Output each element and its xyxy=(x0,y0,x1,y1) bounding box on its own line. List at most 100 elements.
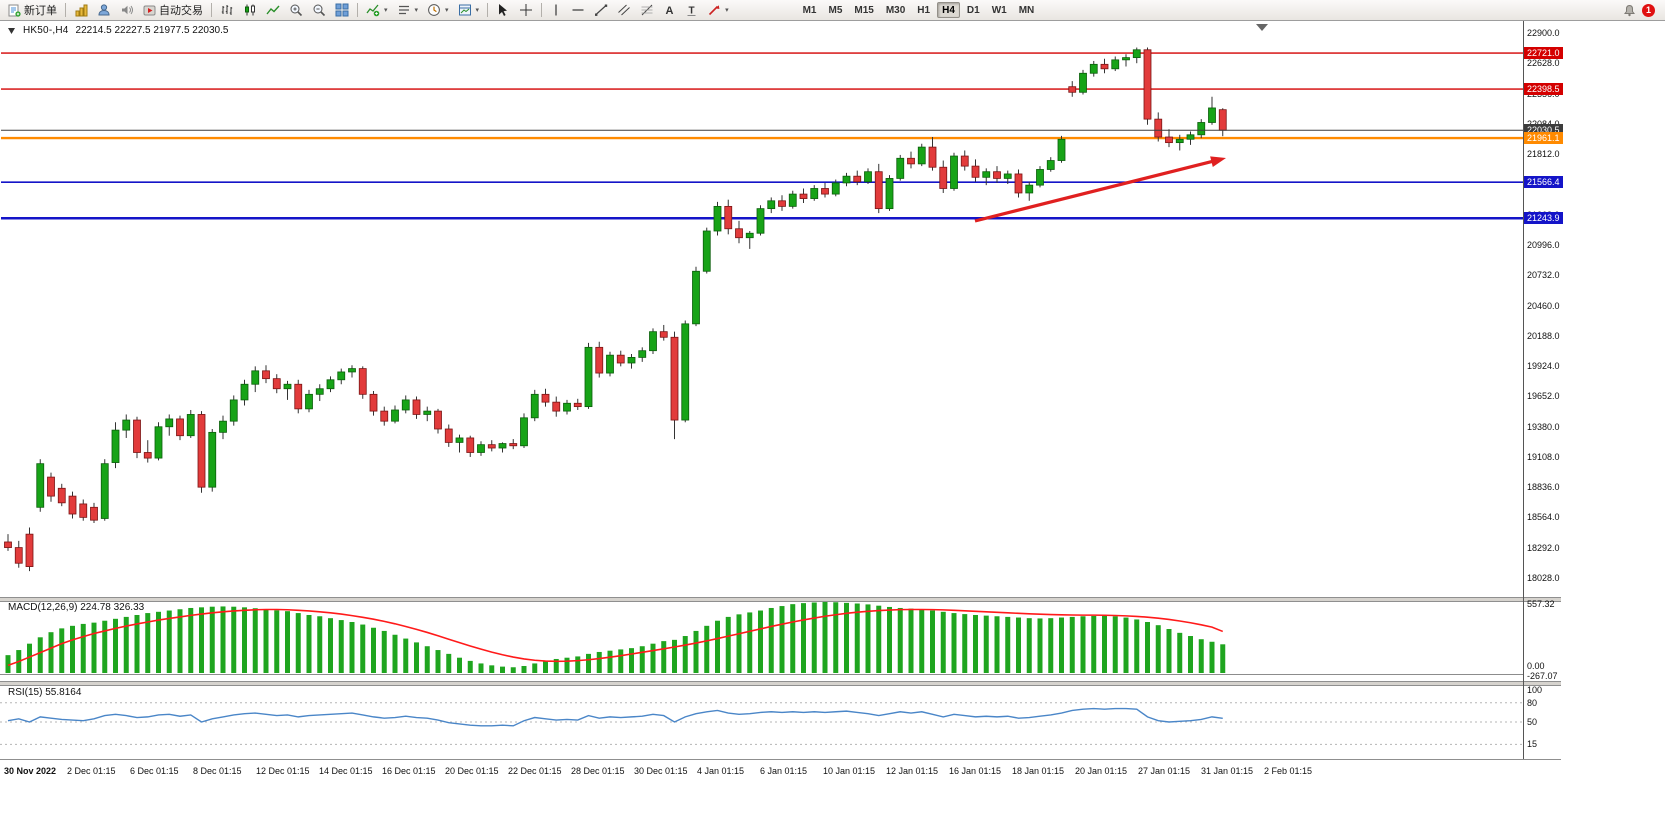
macd-histogram-bar xyxy=(1059,617,1064,673)
candle-body xyxy=(208,431,217,488)
indicator-list-button[interactable]: ▾ xyxy=(393,1,423,19)
candlestick-type-button[interactable] xyxy=(239,1,261,19)
candle-body xyxy=(262,370,270,380)
candle-body xyxy=(638,350,647,358)
chart-shift-marker[interactable] xyxy=(1256,24,1268,31)
rsi-panel-splitter[interactable] xyxy=(0,681,1561,686)
macd-histogram-bar xyxy=(102,620,108,673)
macd-axis-label: 557.32 xyxy=(1527,599,1555,609)
candle-body xyxy=(466,437,475,453)
timeframe-m15-button[interactable]: M15 xyxy=(854,4,874,16)
timeframe-mn-button[interactable]: MN xyxy=(1018,4,1035,16)
text-tool-button[interactable]: A xyxy=(659,1,680,19)
cursor-tool-button[interactable] xyxy=(492,1,514,19)
new-order-button[interactable]: 新订单 xyxy=(4,1,61,19)
macd-histogram-bar xyxy=(1209,641,1215,673)
templates-button[interactable]: ▾ xyxy=(454,1,484,19)
indicators-button[interactable]: ▾ xyxy=(362,1,392,19)
macd-histogram-bar xyxy=(715,620,720,673)
macd-histogram-bar xyxy=(414,642,419,673)
vertical-line-tool-button[interactable] xyxy=(546,1,566,19)
macd-histogram-bar xyxy=(1069,616,1075,673)
macd-histogram-bar xyxy=(811,602,817,673)
timeframe-h1-button[interactable]: H1 xyxy=(917,4,931,16)
market-watch-button[interactable] xyxy=(70,1,92,19)
price-axis-label: 18028.0 xyxy=(1527,573,1560,583)
macd-histogram-bar xyxy=(59,628,65,673)
candle-body xyxy=(1025,184,1034,194)
shapes-tool-button[interactable]: ▾ xyxy=(703,1,733,19)
candle-body xyxy=(487,444,496,449)
price-axis-label: 19108.0 xyxy=(1527,451,1560,462)
candle-body xyxy=(401,399,410,411)
candle-body xyxy=(57,487,66,504)
bar-chart-type-button[interactable] xyxy=(216,1,238,19)
trend-arrow-head[interactable] xyxy=(1210,156,1226,167)
candle-body xyxy=(864,171,872,183)
macd-axis-label: -267.07 xyxy=(1527,671,1558,681)
macd-histogram-bar xyxy=(209,606,215,673)
macd-histogram-bar xyxy=(822,601,828,673)
timeframe-m30-button[interactable]: M30 xyxy=(885,4,906,16)
vertical-line-icon xyxy=(555,4,557,16)
candle-body xyxy=(1154,118,1163,138)
time-axis-label: 30 Nov 2022 xyxy=(4,766,57,776)
auto-trading-button[interactable]: 自动交易 xyxy=(139,1,207,19)
zoom-in-button[interactable] xyxy=(285,1,307,19)
label-tool-button[interactable]: T xyxy=(681,1,702,19)
channel-tool-button[interactable] xyxy=(613,1,635,19)
macd-histogram-bar xyxy=(790,604,796,673)
alert-icon[interactable] xyxy=(1623,4,1636,17)
macd-histogram-bar xyxy=(5,655,11,673)
macd-histogram-bar xyxy=(467,660,473,673)
timeframe-m1-button[interactable]: M1 xyxy=(802,4,817,16)
macd-histogram-bar xyxy=(768,607,774,673)
price-axis-label: 22900.0 xyxy=(1527,28,1560,38)
macd-histogram-bar xyxy=(1016,617,1021,673)
time-axis-label: 20 Dec 01:15 xyxy=(445,766,499,776)
macd-histogram-bar xyxy=(1155,625,1161,673)
candle-body xyxy=(530,393,539,419)
fibonacci-tool-button[interactable] xyxy=(636,1,658,19)
data-window-button[interactable] xyxy=(93,1,115,19)
tile-windows-button[interactable] xyxy=(331,1,353,19)
macd-histogram-bar xyxy=(91,622,97,673)
line-chart-icon xyxy=(266,5,280,15)
tile-windows-icon xyxy=(335,3,349,17)
time-axis-label: 10 Jan 01:15 xyxy=(823,766,876,776)
zoom-out-button[interactable] xyxy=(308,1,330,19)
dropdown-arrow-icon: ▾ xyxy=(384,7,388,14)
timeframe-group: M1 M5 M15 M30 H1 H4 D1 W1 MN xyxy=(798,2,1040,18)
chart-symbol-label: HK50-,H4 xyxy=(23,25,69,36)
candle-body xyxy=(1036,169,1044,186)
macd-histogram-bar xyxy=(392,634,398,673)
candle-body xyxy=(176,418,184,437)
candle-body xyxy=(36,463,45,508)
macd-histogram-bar xyxy=(725,616,731,673)
navigator-button[interactable] xyxy=(116,1,138,19)
timeframe-m5-button[interactable]: M5 xyxy=(828,4,843,16)
trendline-tool-button[interactable] xyxy=(590,1,612,19)
candle-body xyxy=(681,323,690,421)
toolbar-separator xyxy=(65,3,66,17)
macd-panel-splitter[interactable] xyxy=(0,597,1561,602)
macd-histogram-bar xyxy=(1145,622,1150,673)
candle-body xyxy=(520,417,528,447)
timeframe-h4-button[interactable]: H4 xyxy=(937,2,960,18)
macd-histogram-bar xyxy=(1166,629,1172,673)
line-chart-type-button[interactable] xyxy=(262,1,284,19)
trend-arrow-line[interactable] xyxy=(974,157,1221,223)
candle-body xyxy=(853,175,862,183)
notification-badge[interactable]: 1 xyxy=(1642,3,1655,17)
timeframe-w1-button[interactable]: W1 xyxy=(991,4,1007,16)
crosshair-tool-button[interactable] xyxy=(515,1,537,19)
horizontal-line-tool-button[interactable] xyxy=(567,1,589,19)
macd-histogram-bar xyxy=(693,630,699,673)
price-axis-label: 18836.0 xyxy=(1527,482,1560,493)
candle-body xyxy=(960,155,969,167)
period-button[interactable]: ▾ xyxy=(423,1,453,19)
timeframe-d1-button[interactable]: D1 xyxy=(966,4,980,16)
macd-histogram-bar xyxy=(596,651,602,673)
candle-body xyxy=(412,399,421,415)
